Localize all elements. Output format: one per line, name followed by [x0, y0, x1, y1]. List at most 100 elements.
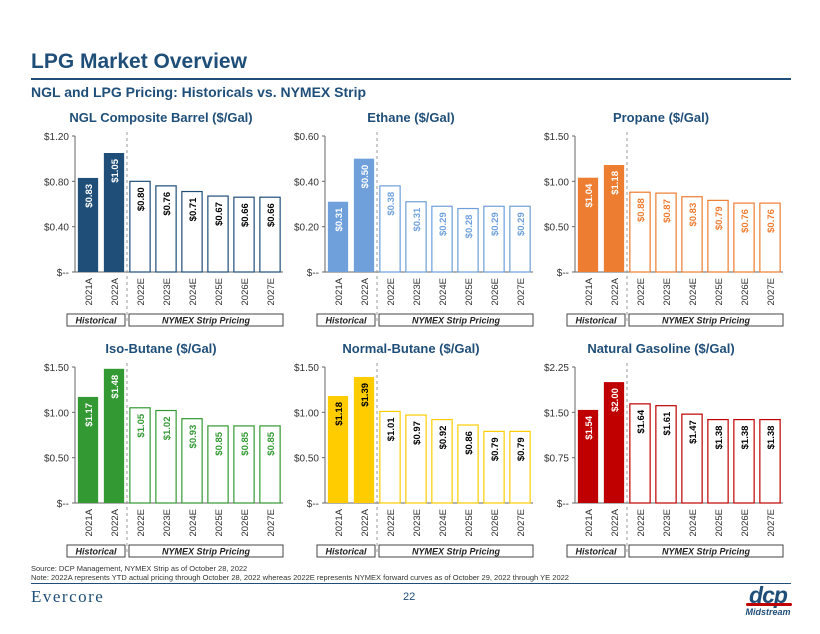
y-tick-label: $1.50	[544, 408, 569, 419]
data-label: $1.47	[688, 420, 699, 444]
bar	[259, 425, 281, 504]
x-tick-label: 2027E	[516, 278, 527, 305]
data-label: $0.80	[136, 187, 147, 211]
bar	[103, 368, 125, 503]
data-label: $0.71	[188, 197, 199, 221]
data-label: $2.00	[610, 388, 621, 412]
dcp-logo-sub: Midstream	[745, 607, 791, 617]
data-label: $1.61	[662, 411, 673, 435]
bar	[483, 430, 505, 504]
x-tick-label: 2022A	[360, 508, 371, 536]
x-tick-label: 2022E	[636, 509, 647, 536]
data-label: $1.38	[714, 426, 725, 450]
bar	[457, 207, 479, 273]
x-tick-label: 2026E	[490, 509, 501, 536]
data-label: $1.18	[334, 402, 345, 426]
y-tick-label: $1.00	[44, 408, 69, 419]
data-label: $0.29	[490, 212, 501, 236]
x-tick-label: 2023E	[662, 509, 673, 536]
chart-ethane: Ethane ($/Gal) $-- $0.20 $0.40 $0.60 $0.31 20…	[281, 110, 541, 332]
bar	[155, 409, 177, 504]
x-tick-label: 2026E	[740, 278, 751, 305]
data-label: $0.31	[412, 207, 423, 231]
data-label: $1.38	[740, 426, 751, 450]
y-tick-label: $0.40	[44, 223, 69, 234]
data-label: $0.29	[516, 212, 527, 236]
legend-strip: NYMEX Strip Pricing	[662, 547, 751, 557]
bar	[207, 425, 229, 504]
data-label: $0.85	[240, 431, 251, 455]
data-label: $0.83	[688, 203, 699, 227]
chart-iso-butane: Iso-Butane ($/Gal) $-- $0.50 $1.00 $1.50 $1.…	[31, 341, 291, 563]
data-label: $1.38	[766, 426, 777, 450]
x-tick-label: 2022A	[110, 277, 121, 305]
x-tick-label: 2021A	[334, 508, 345, 536]
bar	[233, 425, 255, 504]
y-tick-label: $0.80	[44, 177, 69, 188]
y-tick-label: $--	[557, 499, 569, 510]
y-tick-label: $1.00	[294, 408, 319, 419]
legend-historical-box	[66, 313, 126, 327]
bar	[759, 202, 781, 273]
data-label: $0.79	[516, 437, 527, 461]
legend-historical-box	[316, 313, 376, 327]
legend-strip-box	[128, 313, 284, 327]
y-tick-label: $1.20	[44, 132, 69, 143]
data-label: $0.76	[740, 209, 751, 233]
bar	[259, 196, 281, 273]
chart-title: Iso-Butane ($/Gal)	[105, 341, 217, 356]
y-tick-label: $0.75	[544, 454, 569, 465]
data-label: $0.66	[266, 203, 277, 227]
bar	[207, 195, 229, 273]
bar	[655, 405, 677, 504]
legend-strip-box	[128, 544, 284, 558]
chart-title: Natural Gasoline ($/Gal)	[587, 341, 735, 356]
x-tick-label: 2025E	[214, 278, 225, 305]
chart-ngl-composite: NGL Composite Barrel ($/Gal) $-- $0.40 $0.…	[31, 110, 291, 332]
x-tick-label: 2022A	[610, 277, 621, 305]
chart-title: Propane ($/Gal)	[612, 110, 710, 125]
data-label: $0.97	[412, 421, 423, 445]
bar	[509, 205, 531, 273]
data-label: $1.54	[584, 415, 595, 439]
legend-historical: Historical	[75, 547, 117, 557]
legend-strip-box	[378, 544, 534, 558]
data-label: $0.85	[266, 431, 277, 455]
bar	[603, 165, 625, 272]
page-title: LPG Market Overview	[31, 50, 247, 73]
x-tick-label: 2027E	[766, 278, 777, 305]
x-tick-label: 2027E	[516, 509, 527, 536]
legend-historical-box	[66, 544, 126, 558]
chart-svg: $-- $0.50 $1.00 $1.50 $1.17 2021A $1.48 2022A $1…	[44, 363, 284, 558]
bar	[129, 180, 151, 273]
x-tick-label: 2022A	[610, 508, 621, 536]
bar	[181, 190, 203, 273]
legend-historical-box	[566, 544, 626, 558]
data-label: $1.04	[584, 183, 595, 207]
legend-historical-box	[316, 544, 376, 558]
data-label: $0.88	[636, 198, 647, 222]
title-divider	[31, 78, 791, 80]
legend-strip-box	[378, 313, 534, 327]
chart-title: Ethane ($/Gal)	[367, 110, 455, 125]
data-label: $1.18	[610, 171, 621, 195]
bar	[379, 410, 401, 504]
data-label: $0.29	[438, 212, 449, 236]
bar	[353, 376, 375, 503]
y-tick-label: $0.50	[44, 454, 69, 465]
y-tick-label: $0.50	[544, 223, 569, 234]
data-label: $0.67	[214, 202, 225, 226]
bar	[233, 196, 255, 273]
legend-strip: NYMEX Strip Pricing	[162, 547, 251, 557]
bar	[681, 413, 703, 504]
y-tick-label: $0.60	[294, 132, 319, 143]
data-label: $0.31	[334, 207, 345, 231]
bar	[379, 185, 401, 273]
x-tick-label: 2025E	[464, 278, 475, 305]
legend-strip: NYMEX Strip Pricing	[162, 316, 251, 326]
bar	[509, 430, 531, 504]
y-tick-label: $--	[307, 499, 319, 510]
bar	[155, 185, 177, 273]
page-subtitle: NGL and LPG Pricing: Historicals vs. NYM…	[31, 84, 367, 100]
x-tick-label: 2027E	[766, 509, 777, 536]
